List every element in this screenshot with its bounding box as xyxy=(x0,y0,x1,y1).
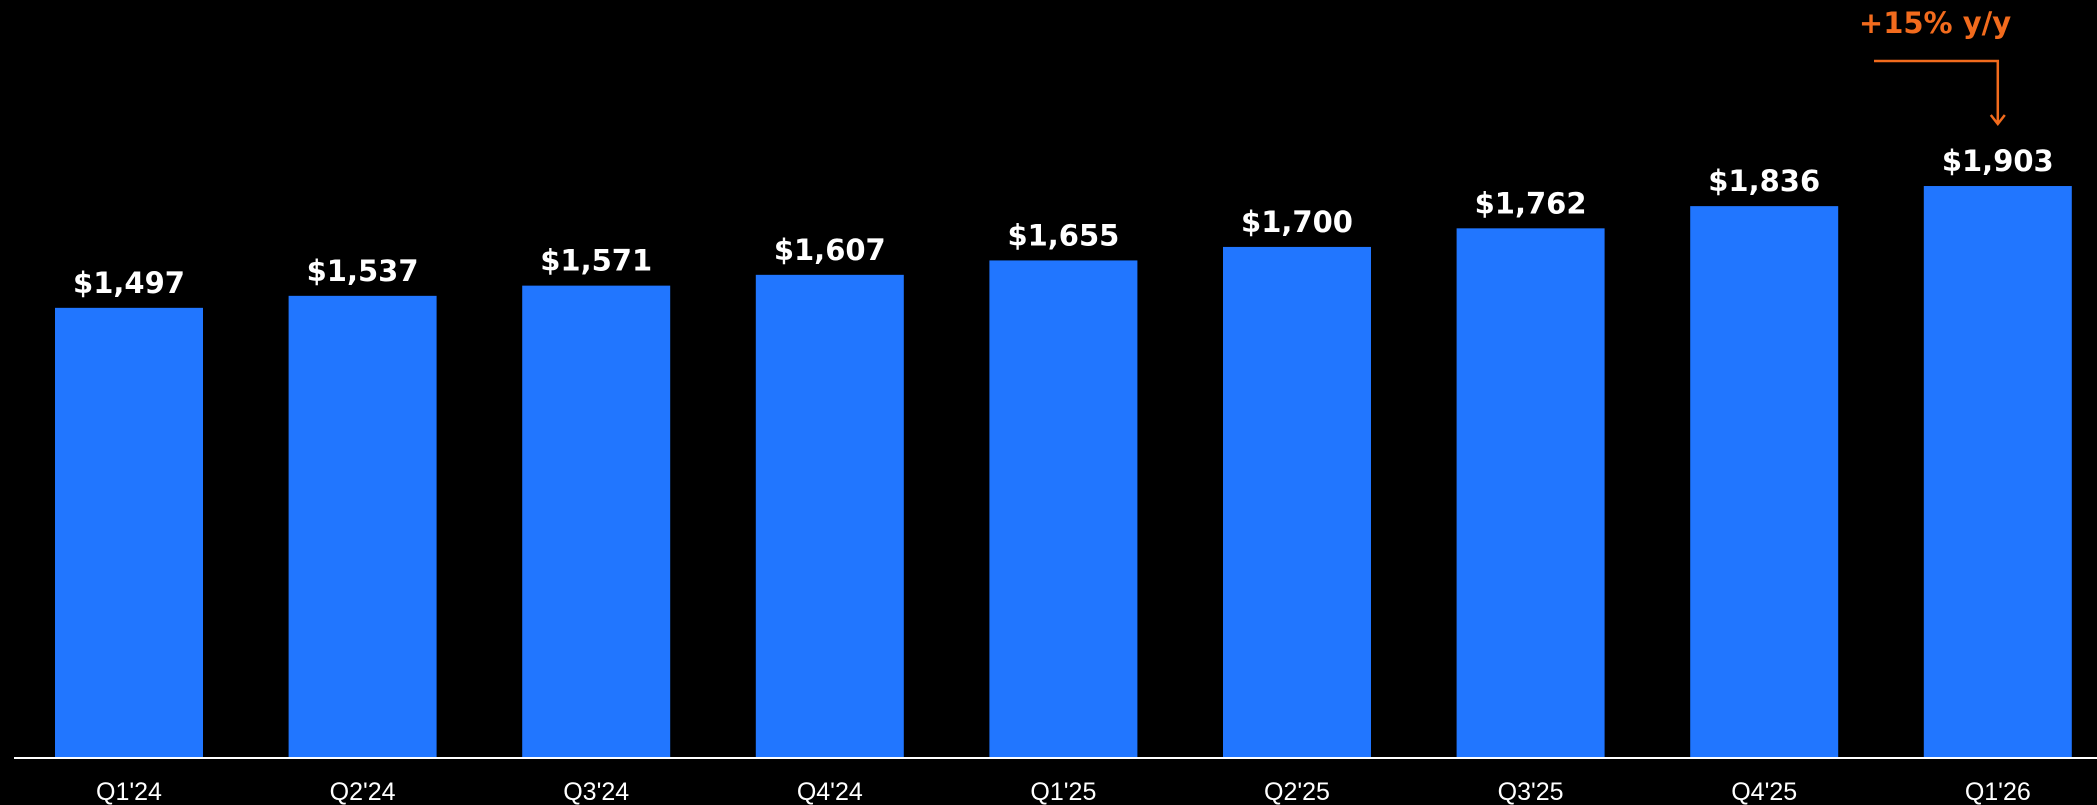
bar xyxy=(522,285,671,757)
tick-labels-layer: Q1'24 Q2'24 Q3'24 Q4'24 Q1'25 Q2'25 Q3'25 Q4'25… xyxy=(96,778,2031,805)
bar-value-label: $1,836 xyxy=(1708,164,1820,198)
x-tick-label: Q2'25 xyxy=(1264,778,1330,805)
growth-arrow-icon xyxy=(1874,59,2006,127)
x-tick-label: Q1'24 xyxy=(96,778,162,805)
bar-value-label: $1,655 xyxy=(1007,218,1119,252)
x-tick-label: Q1'26 xyxy=(1965,778,2031,805)
bar-value-label: $1,700 xyxy=(1241,205,1353,239)
x-tick-label: Q4'25 xyxy=(1731,778,1797,805)
x-tick-label: Q1'25 xyxy=(1030,778,1096,805)
bar-value-label: $1,497 xyxy=(73,266,185,300)
bar xyxy=(55,307,203,757)
bar-value-label: $1,571 xyxy=(540,244,652,278)
bars-layer xyxy=(55,186,2072,758)
bar-value-label: $1,537 xyxy=(307,254,419,288)
growth-annotation: +15% y/y xyxy=(1859,6,2011,127)
bar xyxy=(1456,228,1605,757)
bar xyxy=(989,260,1138,757)
bar xyxy=(288,295,437,757)
x-tick-label: Q2'24 xyxy=(330,778,396,805)
x-tick-label: Q3'25 xyxy=(1498,778,1564,805)
bar xyxy=(1223,246,1371,757)
bar xyxy=(1923,186,2072,758)
x-tick-label: Q4'24 xyxy=(797,778,863,805)
bar-value-label: $1,762 xyxy=(1475,186,1587,220)
bar xyxy=(755,274,904,757)
x-tick-label: Q3'24 xyxy=(563,778,629,805)
growth-annotation-text: +15% y/y xyxy=(1859,6,2011,40)
bar xyxy=(1690,206,1839,758)
value-labels-layer: $1,497 $1,537 $1,571 $1,607 $1,655 $1,700 $1,7… xyxy=(73,144,2054,300)
bar-value-label: $1,903 xyxy=(1942,144,2054,178)
bar-value-label: $1,607 xyxy=(774,233,886,267)
